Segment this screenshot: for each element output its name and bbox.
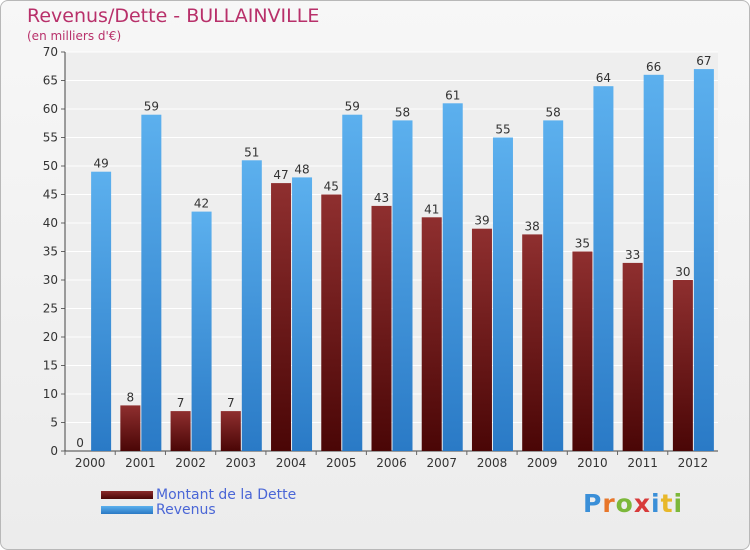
logo-letter: t (660, 489, 674, 518)
x-tick-label: 2005 (326, 456, 357, 470)
x-tick-label: 2004 (276, 456, 307, 470)
chart-title: Revenus/Dette - BULLAINVILLE (27, 5, 320, 27)
data-label-dette: 38 (525, 219, 540, 233)
data-label-dette: 30 (675, 265, 690, 279)
data-label-dette: 45 (324, 180, 339, 194)
y-tick-label: 60 (43, 102, 58, 116)
legend-swatch-dette (101, 490, 153, 499)
y-tick-label: 50 (43, 159, 58, 173)
y-tick-label: 15 (43, 359, 58, 373)
data-label-dette: 43 (374, 191, 389, 205)
bar-dette (421, 217, 442, 451)
x-tick-label: 2011 (627, 456, 658, 470)
x-tick-label: 2001 (125, 456, 156, 470)
bar-dette (572, 251, 593, 451)
y-tick-label: 5 (50, 416, 58, 430)
data-label-revenus: 66 (646, 60, 661, 74)
bar-revenus (643, 74, 664, 452)
bar-dette (170, 411, 191, 451)
bar-dette (271, 183, 292, 451)
data-label-revenus: 59 (144, 100, 159, 114)
x-tick-label: 2010 (577, 456, 608, 470)
data-label-dette: 47 (273, 168, 288, 182)
data-label-revenus: 48 (294, 162, 309, 176)
data-label-dette: 41 (424, 202, 439, 216)
bar-revenus (693, 69, 714, 451)
bar-revenus (191, 211, 212, 451)
bar-dette (471, 228, 492, 451)
y-tick-label: 10 (43, 387, 58, 401)
x-tick-label: 2008 (477, 456, 508, 470)
data-label-dette: 7 (177, 396, 185, 410)
bar-revenus (342, 114, 363, 451)
y-tick-label: 55 (43, 131, 58, 145)
x-tick-label: 2003 (226, 456, 257, 470)
data-label-revenus: 42 (194, 197, 209, 211)
chart-legend: Montant de la Dette Revenus (101, 486, 297, 518)
logo-letter: o (615, 489, 634, 518)
bar-revenus (593, 86, 614, 451)
y-tick-label: 70 (43, 45, 58, 59)
y-tick-label: 25 (43, 302, 58, 316)
bar-dette (120, 405, 141, 451)
bar-dette (522, 234, 543, 451)
bar-dette (622, 262, 643, 451)
logo-letter: x (633, 489, 651, 518)
legend-swatch-revenus (101, 505, 153, 514)
bar-revenus (292, 177, 313, 451)
data-label-dette: 0 (76, 436, 84, 450)
bar-revenus (442, 103, 463, 452)
legend-label-revenus: Revenus (156, 501, 216, 518)
data-label-dette: 8 (127, 390, 135, 404)
bar-revenus (241, 160, 262, 452)
data-label-revenus: 59 (345, 100, 360, 114)
bar-revenus (91, 171, 112, 451)
data-label-dette: 35 (575, 237, 590, 251)
x-tick-label: 2006 (376, 456, 407, 470)
bar-dette (321, 194, 342, 451)
data-label-revenus: 64 (596, 71, 611, 85)
y-tick-label: 30 (43, 273, 58, 287)
logo-letter: i (673, 489, 684, 518)
logo-letter: P (583, 489, 603, 518)
y-tick-label: 35 (43, 245, 58, 259)
legend-item-revenus: Revenus (101, 501, 296, 518)
bar-revenus (492, 137, 513, 451)
data-label-revenus: 49 (93, 157, 108, 171)
y-tick-label: 45 (43, 188, 58, 202)
x-tick-label: 2000 (75, 456, 106, 470)
bar-dette (371, 205, 392, 451)
x-tick-label: 2012 (678, 456, 709, 470)
y-tick-label: 65 (43, 74, 58, 88)
data-label-dette: 7 (227, 396, 235, 410)
x-tick-label: 2002 (175, 456, 206, 470)
x-tick-label: 2007 (426, 456, 457, 470)
logo-letter: i (651, 489, 661, 518)
y-tick-label: 20 (43, 330, 58, 344)
data-label-revenus: 61 (445, 88, 460, 102)
proxiti-logo: Proxiti (583, 489, 683, 518)
data-label-revenus: 58 (395, 105, 410, 119)
data-label-revenus: 67 (696, 54, 711, 68)
bar-revenus (392, 120, 413, 452)
bar-revenus (543, 120, 564, 452)
x-tick-label: 2009 (527, 456, 558, 470)
legend-item-dette: Montant de la Dette (101, 486, 297, 503)
data-label-dette: 33 (625, 248, 640, 262)
bar-dette (672, 280, 693, 451)
bar-revenus (141, 114, 162, 451)
legend-label-dette: Montant de la Dette (156, 486, 297, 503)
bar-dette (220, 411, 241, 451)
data-label-dette: 39 (474, 214, 489, 228)
data-label-revenus: 58 (546, 105, 561, 119)
y-tick-label: 40 (43, 216, 58, 230)
y-tick-label: 0 (50, 444, 58, 458)
data-label-revenus: 55 (495, 123, 510, 137)
data-label-revenus: 51 (244, 145, 259, 159)
logo-letter: r (602, 489, 616, 518)
chart-subtitle: (en milliers d'€) (27, 29, 122, 43)
